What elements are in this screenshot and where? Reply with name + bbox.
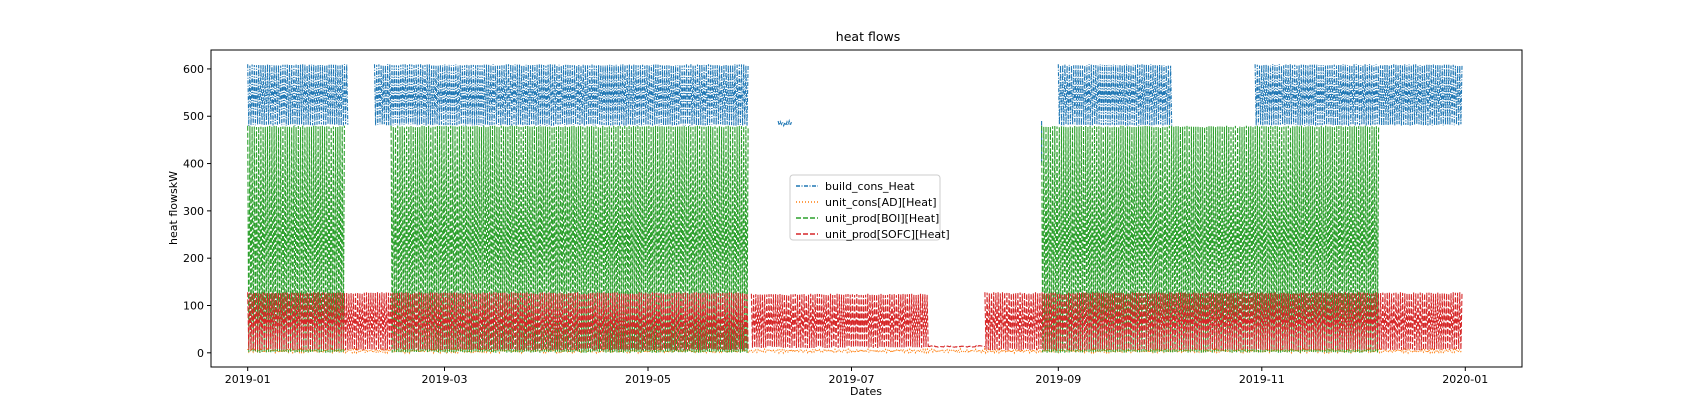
y-tick-label: 300: [183, 205, 204, 218]
series-3-segment: [247, 125, 345, 353]
chart-title: heat flows: [836, 29, 900, 44]
plot-area: [247, 64, 1463, 355]
y-tick-label: 500: [183, 110, 204, 123]
x-tick-label: 2020-01: [1442, 373, 1488, 386]
y-tick-label: 200: [183, 252, 204, 265]
series-4-segment: [984, 292, 1463, 351]
y-tick-label: 600: [183, 63, 204, 76]
legend: build_cons_Heat unit_cons[AD][Heat] unit_p…: [789, 174, 950, 241]
y-axis: 0 100 200 300 400 500 600: [183, 63, 211, 360]
series-2: [247, 347, 1463, 355]
legend-label: unit_prod[BOI][Heat]: [825, 212, 939, 225]
series-2-segment: [247, 347, 1463, 355]
x-axis-label: Dates: [850, 385, 882, 398]
y-tick-label: 0: [197, 347, 204, 360]
x-tick-label: 2019-11: [1239, 373, 1285, 386]
x-tick-label: 2019-05: [625, 373, 671, 386]
series-3: [247, 125, 1380, 353]
series-1-segment: [1254, 64, 1463, 126]
plot-frame: [210, 49, 1523, 368]
series-3-segment: [390, 125, 749, 353]
y-tick-label: 100: [183, 299, 204, 312]
x-tick-label: 2019-07: [829, 373, 875, 386]
series-1-segment: [373, 64, 749, 126]
series-3-segment: [1041, 125, 1380, 353]
x-axis: 2019-01 2019-03 2019-05 2019-07 2019-09 2019-…: [225, 367, 1488, 386]
series-1: [247, 64, 1463, 163]
legend-label: build_cons_Heat: [825, 180, 915, 193]
y-tick-label: 400: [183, 158, 204, 171]
legend-label: unit_cons[AD][Heat]: [825, 196, 937, 209]
x-tick-label: 2019-09: [1035, 373, 1081, 386]
series-1-segment: [1057, 64, 1173, 126]
x-tick-label: 2019-03: [422, 373, 468, 386]
series-1-segment: [247, 64, 349, 126]
legend-box: [789, 174, 941, 241]
series-4-segment: [750, 293, 929, 349]
series-4: [247, 292, 1463, 351]
x-tick-label: 2019-01: [225, 373, 271, 386]
y-axis-label: heat flowskW: [167, 171, 180, 245]
series-4-segment: [247, 292, 749, 351]
series-4-segment: [927, 344, 986, 348]
series-1-segment: [777, 118, 792, 128]
legend-label: unit_prod[SOFC][Heat]: [825, 228, 950, 241]
